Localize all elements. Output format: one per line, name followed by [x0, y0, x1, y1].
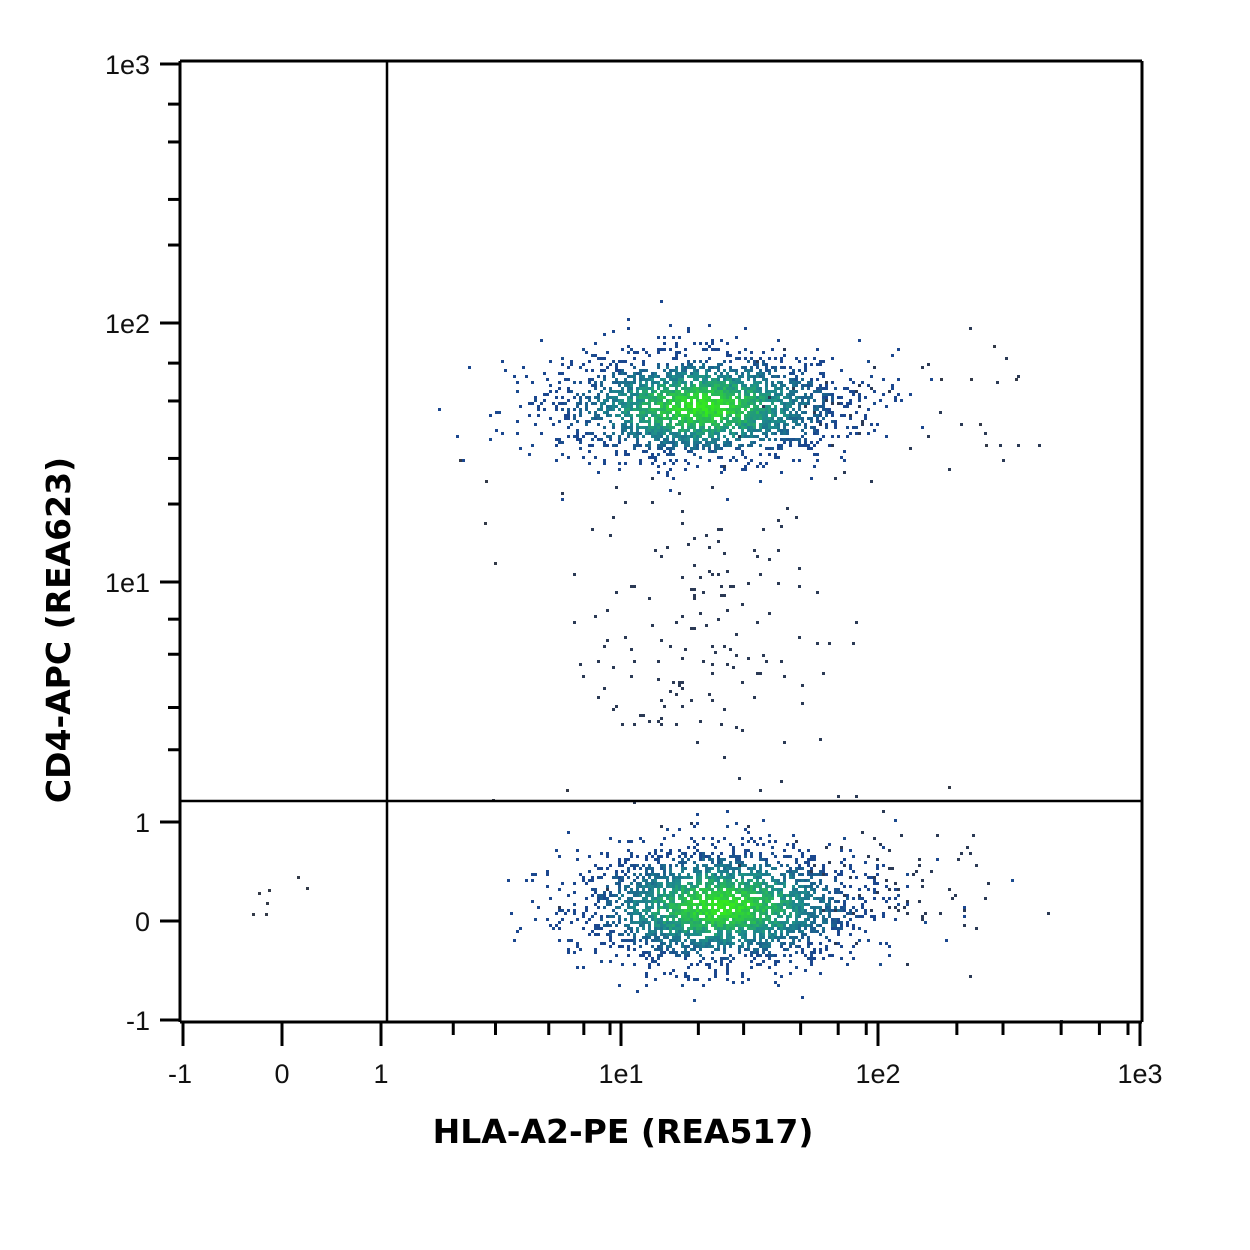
y-tick-label: 1e2 [105, 309, 150, 339]
x-tick-label: 1e1 [598, 1059, 643, 1089]
plot-frame [178, 59, 1144, 1024]
y-tick-label: 1 [135, 808, 150, 838]
x-tick-label: -1 [168, 1059, 192, 1089]
y-axis-ticks [160, 62, 180, 1022]
event-dots [252, 300, 1063, 1023]
y-tick-label: 1e1 [105, 568, 150, 598]
x-axis-tick-labels: -1 0 1 1e1 1e2 1e3 [168, 1059, 1163, 1089]
x-axis-ticks [181, 1022, 1142, 1046]
x-tick-label: 1e3 [1117, 1059, 1162, 1089]
y-tick-label: 0 [135, 907, 150, 937]
y-axis-tick-labels: 1e3 1e2 1e1 1 0 -1 [105, 50, 150, 1036]
y-axis-title: CD4-APC (REA623) [39, 457, 78, 803]
y-tick-label: -1 [126, 1006, 150, 1036]
x-tick-label: 0 [274, 1059, 289, 1089]
quadrant-gate[interactable] [180, 61, 1142, 1022]
x-axis-title: HLA-A2-PE (REA517) [433, 1112, 814, 1151]
x-tick-label: 1 [373, 1059, 388, 1089]
y-tick-label: 1e3 [105, 50, 150, 80]
x-tick-label: 1e2 [855, 1059, 900, 1089]
